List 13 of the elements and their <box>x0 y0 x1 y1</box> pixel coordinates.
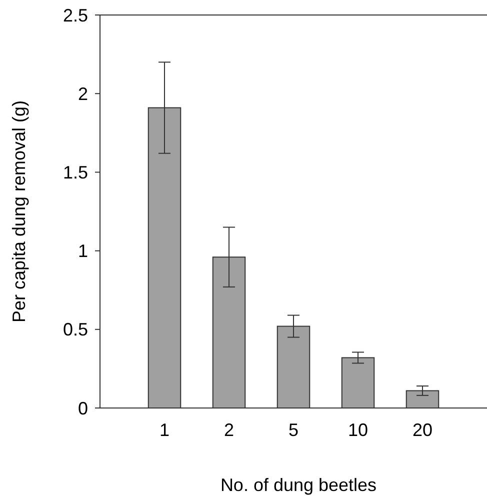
x-tick-label: 5 <box>288 420 299 440</box>
x-tick-label: 2 <box>224 420 234 440</box>
x-tick-label: 1 <box>159 420 170 440</box>
y-tick-label: 0 <box>78 398 88 418</box>
x-tick-label: 10 <box>348 420 368 440</box>
y-tick-label: 1.5 <box>62 162 88 182</box>
y-tick-label: 1 <box>78 241 88 262</box>
y-tick-label: 2.5 <box>62 5 88 26</box>
x-axis-title: No. of dung beetles <box>220 475 377 495</box>
y-axis-title: Per capita dung removal (g) <box>9 100 29 323</box>
y-tick-label: 0.5 <box>62 320 88 340</box>
y-tick-label: 2 <box>78 84 88 104</box>
x-tick-label: 20 <box>412 420 433 440</box>
